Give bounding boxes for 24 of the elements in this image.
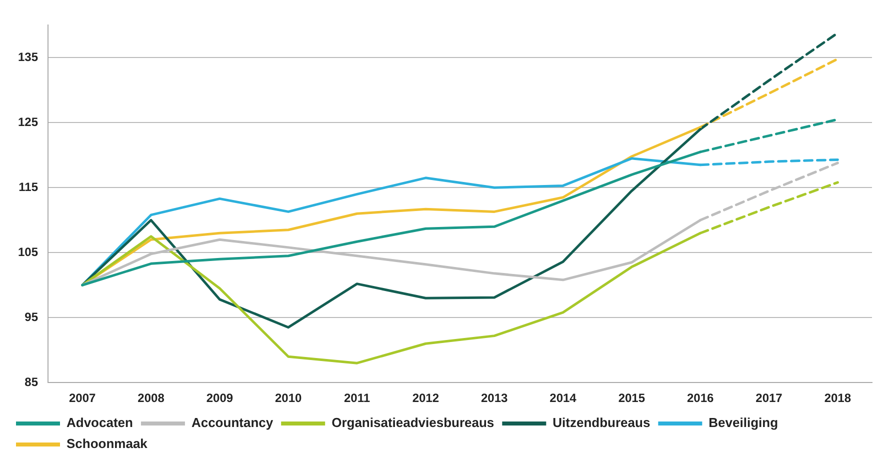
- legend-label: Uitzendbureaus: [552, 415, 650, 430]
- legend-label: Organisatieadviesbureaus: [332, 415, 494, 430]
- legend-label: Accountancy: [191, 415, 274, 430]
- x-tick-label: 2015: [618, 391, 646, 406]
- y-tick-label: 85: [24, 374, 38, 389]
- legend-label: Advocaten: [66, 415, 134, 430]
- y-tick-label: 105: [18, 244, 38, 259]
- x-tick-label: 2012: [412, 391, 440, 406]
- x-tick-label: 2011: [344, 391, 370, 406]
- x-tick-label: 2010: [274, 391, 302, 406]
- x-tick-label: 2014: [550, 391, 577, 406]
- x-tick-label: 2008: [138, 391, 165, 406]
- x-tick-label: 2009: [206, 391, 234, 406]
- y-tick-label: 115: [18, 180, 38, 194]
- legend-label: Beveiliging: [708, 415, 778, 430]
- y-tick-label: 95: [24, 310, 38, 324]
- x-tick-label: 2016: [686, 391, 714, 406]
- y-tick-label: 135: [18, 50, 38, 64]
- legend-label: Schoonmaak: [66, 436, 148, 452]
- x-tick-label: 2017: [756, 391, 783, 406]
- x-tick-label: 2013: [480, 391, 508, 406]
- x-tick-label: 2018: [824, 391, 852, 406]
- x-tick-label: 2007: [69, 391, 96, 406]
- y-tick-label: 125: [18, 114, 38, 129]
